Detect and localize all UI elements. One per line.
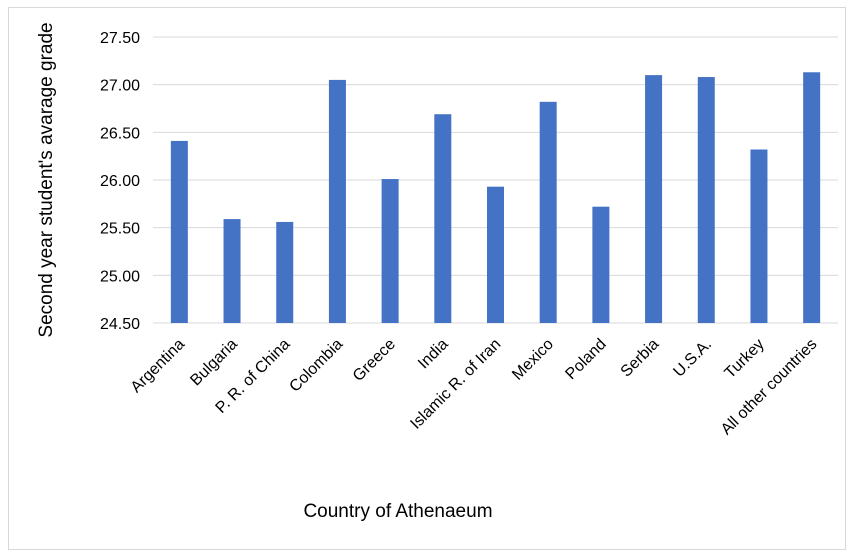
y-tick-label: 27.50 [100, 30, 140, 47]
y-tick-label: 26.00 [100, 173, 140, 190]
x-tick-label: Islamic R. of Iran [407, 336, 504, 433]
x-tick-label: All other countries [718, 336, 821, 439]
y-tick-label: 25.50 [100, 221, 140, 238]
bar [434, 114, 452, 323]
bar [170, 140, 188, 323]
bars [170, 72, 821, 324]
y-axis-title: Second year student's avarage grade [36, 22, 57, 337]
bar [697, 77, 715, 323]
bar [487, 186, 504, 323]
bar [645, 75, 663, 323]
bar [276, 221, 294, 323]
x-tick-label: Bulgaria [187, 336, 241, 390]
gridlines [153, 36, 838, 324]
bar [381, 179, 399, 323]
x-tick-label: Greece [350, 336, 399, 385]
x-tick-label: Serbia [618, 336, 663, 381]
bar [223, 219, 241, 323]
bar [750, 149, 768, 323]
y-tick-label: 27.00 [100, 78, 140, 95]
x-tick-label: Mexico [509, 336, 557, 384]
x-tick-label: U.S.A. [670, 336, 715, 381]
y-tick-label: 26.50 [100, 125, 140, 142]
x-tick-label: Colombia [286, 336, 346, 396]
bar [803, 72, 821, 323]
x-tick-label: Poland [562, 336, 609, 383]
x-axis-title: Country of Athenaeum [303, 501, 492, 522]
x-tick-label: Turkey [722, 336, 768, 382]
x-tick-label: Argentina [128, 336, 189, 397]
bar [328, 79, 346, 324]
bar [592, 206, 610, 323]
y-axis-ticks: 24.50 25.00 25.50 26.00 26.50 27.00 27.50 [100, 30, 140, 333]
y-tick-label: 24.50 [100, 316, 140, 333]
x-tick-label: India [415, 336, 452, 373]
y-tick-label: 25.00 [100, 268, 140, 285]
bar [539, 101, 557, 324]
